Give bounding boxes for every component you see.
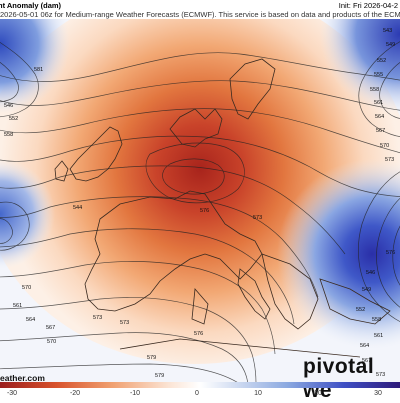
contour-label: 543 [383,28,392,34]
site-url: eather.com [0,373,45,383]
valid-time-and-source: 2026-05-01 06z for Medium-range Weather … [0,11,400,19]
contour-label: 576 [386,250,395,256]
contour-label: 581 [34,67,43,73]
contour-label: 558 [370,87,379,93]
colorbar-tick: -30 [6,390,18,397]
colorbar-tick: 20 [314,390,322,397]
contour-label: 573 [93,315,102,321]
contour-label: 564 [360,343,369,349]
header-line-1: ht Anomaly (dam) Init: Fri 2026-04-2 [0,2,400,10]
contour-label: 576 [200,208,209,214]
contour-label: 555 [374,72,383,78]
contour-label: 549 [386,42,395,48]
map-title: ht Anomaly (dam) [0,2,62,10]
header-line-2: 2026-05-01 06z for Medium-range Weather … [0,11,400,19]
contour-label: 579 [147,355,156,361]
contour-label: 570 [47,339,56,345]
contour-label: 564 [26,317,35,323]
contour-label: 549 [362,287,371,293]
contour-label: 564 [375,114,384,120]
contour-label: 573 [253,215,262,221]
contour-label: 573 [120,320,129,326]
contour-labels: 581 546 552 558 544 570 573 576 573 561 … [4,28,395,379]
contour-label: 552 [377,58,386,64]
contour-label: 546 [4,103,13,109]
contour-label: 573 [376,372,385,378]
contour-label: 570 [22,285,31,291]
coastlines [54,58,391,358]
height-contours [0,41,400,382]
contour-label: 558 [372,317,381,323]
contour-label: 561 [374,100,383,106]
contour-label: 570 [380,143,389,149]
contour-label: 567 [46,325,55,331]
contour-label: 552 [356,307,365,313]
contour-label: 546 [366,270,375,276]
init-time: Init: Fri 2026-04-2 [338,2,398,10]
anomaly-colorbar [0,382,400,388]
colorbar-tick: -20 [69,390,81,397]
contour-label: 544 [73,205,82,211]
anomaly-map: 581 546 552 558 544 570 573 576 573 561 … [0,19,400,382]
colorbar-tick: 30 [374,390,382,397]
contour-label: 552 [9,116,18,122]
contour-label: 561 [13,303,22,309]
contour-label: 579 [155,373,164,379]
contour-label: 558 [4,132,13,138]
colorbar-tick: -10 [129,390,141,397]
contour-label: 567 [376,128,385,134]
contour-label: 567 [362,358,371,364]
contour-label: 561 [374,333,383,339]
contour-label: 576 [194,331,203,337]
contour-label: 573 [385,157,394,163]
colorbar-tick: 10 [254,390,262,397]
colorbar-tick: 0 [195,390,199,397]
